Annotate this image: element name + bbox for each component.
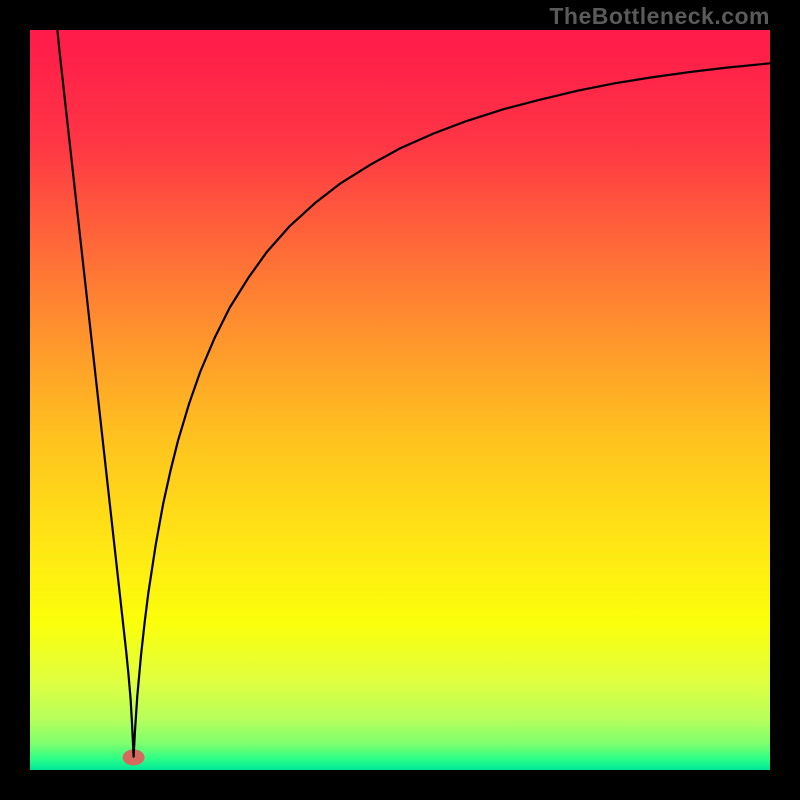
watermark-text: TheBottleneck.com	[549, 3, 770, 30]
bottleneck-chart	[30, 30, 770, 770]
